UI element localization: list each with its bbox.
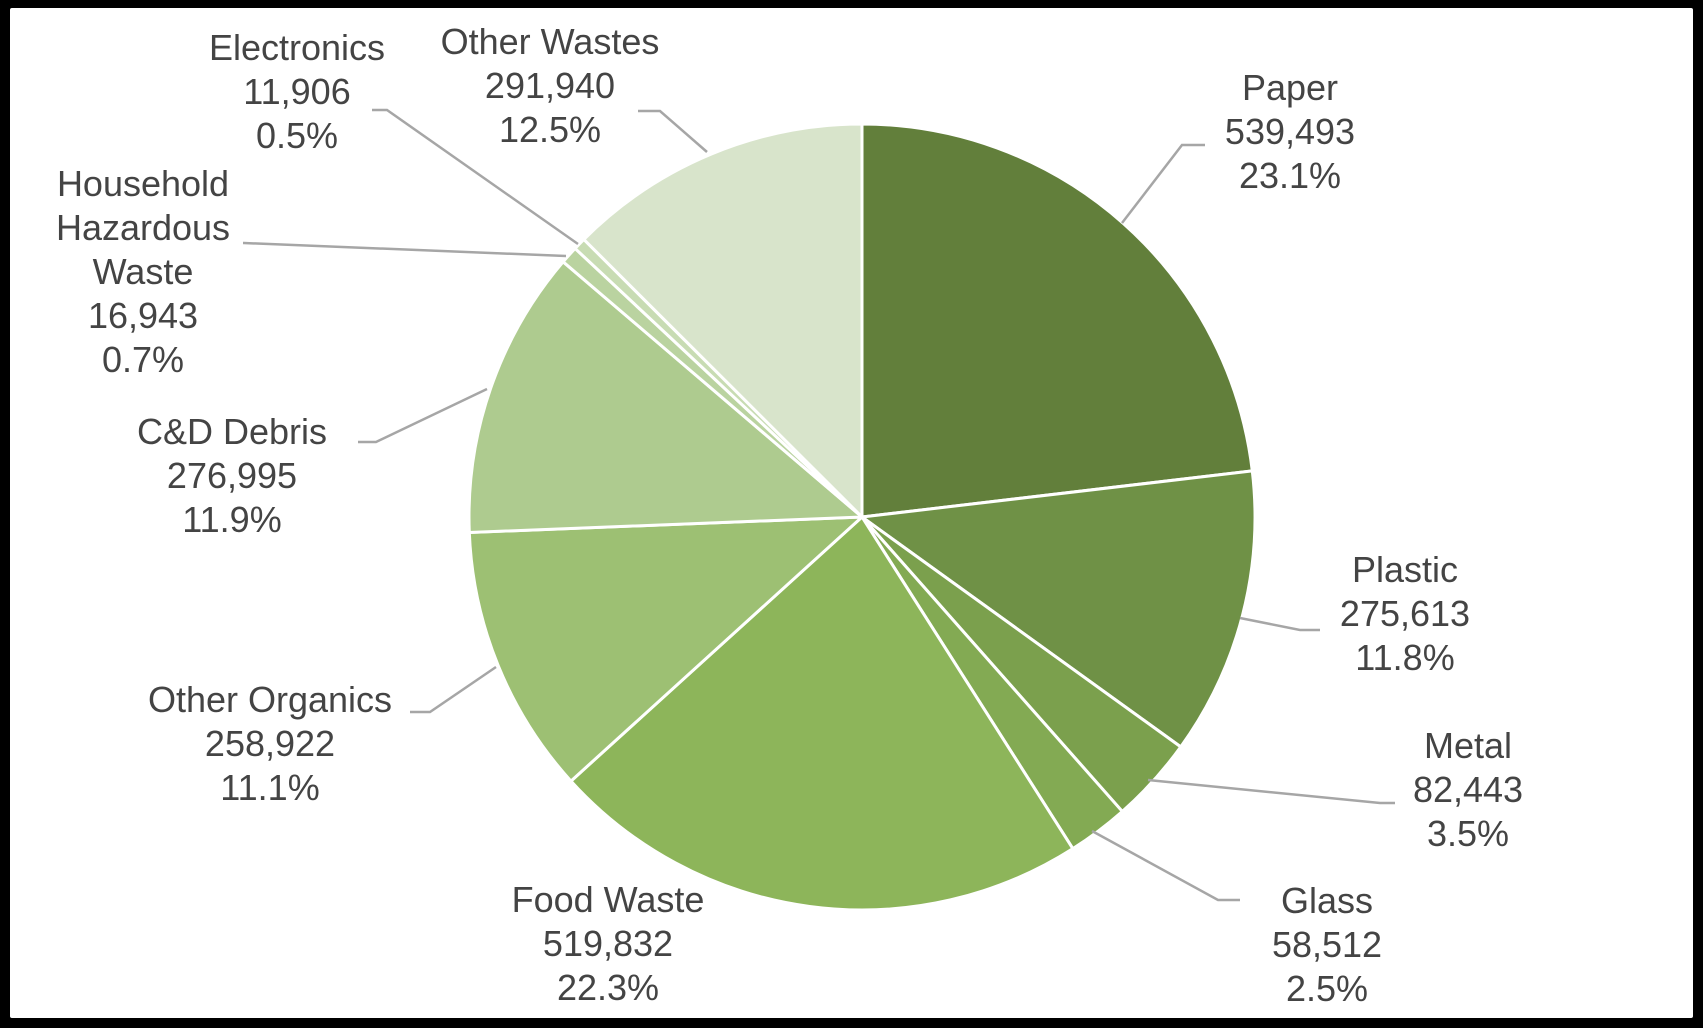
- data-label-food-waste: Food Waste 519,832 22.3%: [512, 879, 705, 1008]
- pie-slices: [467, 122, 1257, 912]
- pie-slice-food-waste: [568, 514, 1075, 912]
- data-label-metal: Metal 82,443 3.5%: [1413, 725, 1523, 854]
- data-label-other-organics: Other Organics 258,922 11.1%: [148, 679, 392, 808]
- pie-slice-plastic: [857, 469, 1257, 749]
- data-label-paper: Paper 539,493 23.1%: [1225, 67, 1355, 196]
- leader-line-household-hazardous-waste: [243, 241, 567, 258]
- leader-line-other-organics: [410, 665, 497, 714]
- data-label-electronics: Electronics 11,906 0.5%: [209, 27, 385, 156]
- pie-slice-other-organics: [467, 515, 867, 784]
- leader-line-other-wastes: [638, 109, 708, 153]
- leader-line-metal: [1147, 778, 1395, 805]
- pie-slice-c-d-debris: [467, 259, 866, 535]
- data-label-other-wastes: Other Wastes 291,940 12.5%: [441, 21, 660, 150]
- data-label-household-hazardous-waste: Household Hazardous Waste 16,943 0.7%: [56, 163, 230, 380]
- leader-line-plastic: [1239, 616, 1320, 632]
- leader-line-c-d-debris: [358, 387, 488, 444]
- data-labels: Paper 539,493 23.1% Plastic 275,613 11.8% Meta…: [56, 21, 1523, 1009]
- leader-line-electronics: [372, 108, 579, 246]
- data-label-c-d-debris: C&D Debris 276,995 11.9%: [137, 411, 327, 540]
- leader-line-paper: [1121, 143, 1205, 224]
- pie-slice-paper: [860, 122, 1254, 519]
- leader-line-glass: [1091, 829, 1240, 902]
- data-label-glass: Glass 58,512 2.5%: [1272, 880, 1382, 1009]
- pie-slice-other-wastes: [581, 122, 864, 521]
- data-label-plastic: Plastic 275,613 11.8%: [1340, 549, 1470, 678]
